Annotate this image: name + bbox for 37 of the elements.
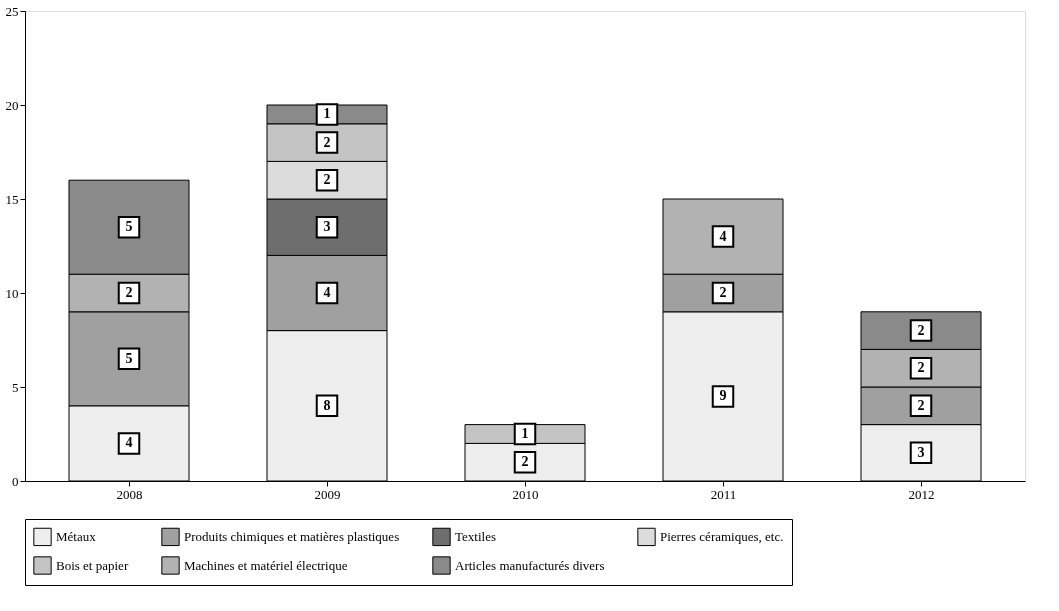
data-label: 4 [719,228,727,244]
data-label: 4 [323,285,331,300]
data-label: 2 [917,322,925,338]
x-tick-label: 2010 [512,486,539,502]
y-tick-label: 5 [12,379,19,395]
y-tick-label: 25 [5,3,19,19]
data-label: 5 [125,219,133,235]
data-label: 1 [323,106,331,122]
data-label: 2 [917,397,925,413]
data-label: 5 [125,350,133,366]
y-tick-label: 20 [5,97,19,113]
x-tick-label: 2008 [116,486,143,502]
legend-label: Pierres céramiques, etc. [660,528,784,544]
data-label: 2 [521,454,529,470]
data-label: 3 [917,444,925,460]
data-label: 3 [323,219,331,235]
data-label: 9 [719,388,727,404]
data-label: 2 [719,285,727,300]
legend-label: Produits chimiques et matières plastiques [184,528,400,544]
data-label: 2 [917,360,925,376]
data-label: 4 [125,435,133,451]
data-label: 8 [323,397,331,413]
y-tick-label: 15 [5,191,19,207]
legend-label: Machines et matériel électrique [184,557,348,573]
y-tick-label: 0 [12,473,19,489]
x-tick-label: 2009 [314,486,341,502]
data-label: 2 [323,172,331,188]
legend-label: Articles manufacturés divers [455,557,605,573]
y-tick-label: 10 [5,285,19,301]
data-label: 1 [521,426,529,441]
legend-label: Métaux [56,528,97,544]
data-label: 2 [323,134,331,150]
x-tick-label: 2011 [710,486,737,502]
x-tick-label: 2012 [908,486,935,502]
legend-label: Textiles [455,528,496,544]
data-label: 2 [125,285,133,300]
legend-label: Bois et papier [56,557,129,573]
